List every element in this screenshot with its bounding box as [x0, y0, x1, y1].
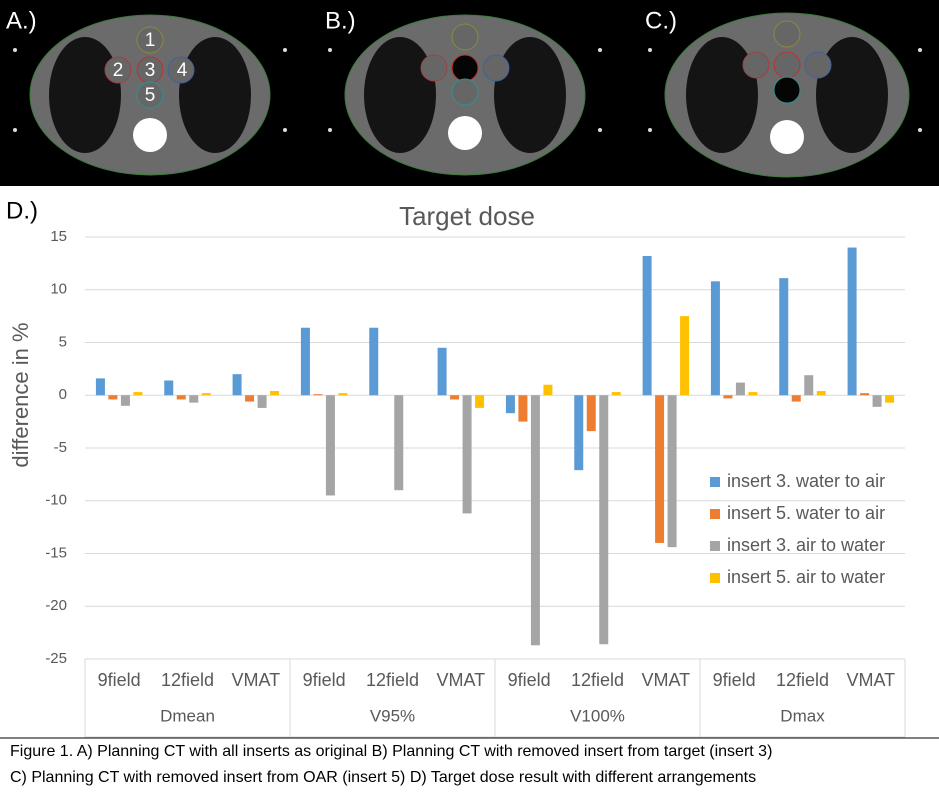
x-tick-label: 9field	[303, 670, 346, 690]
bar	[313, 394, 323, 396]
bar	[518, 395, 528, 422]
insert-label: 1	[145, 30, 156, 51]
x-tick-label: 12field	[161, 670, 214, 690]
insert-label: 2	[113, 60, 124, 81]
bar	[586, 395, 596, 432]
panel-label: B.)	[325, 7, 356, 34]
y-tick-label: 15	[50, 228, 67, 245]
bar	[176, 395, 186, 400]
bar	[748, 392, 758, 396]
y-tick-label: -20	[45, 597, 67, 614]
x-tick-label: VMAT	[231, 670, 280, 690]
x-tick-label: 9field	[713, 670, 756, 690]
y-tick-label: -25	[45, 650, 67, 667]
legend-swatch	[710, 477, 720, 487]
chart-title: Target dose	[399, 201, 535, 231]
bar	[860, 393, 870, 396]
bar	[189, 395, 199, 403]
bar	[611, 392, 621, 396]
bar	[872, 395, 882, 407]
bar	[735, 382, 745, 396]
x-tick-label: VMAT	[641, 670, 690, 690]
bar	[885, 395, 895, 403]
y-tick-label: 0	[59, 386, 67, 403]
bar	[642, 255, 652, 396]
bar	[95, 378, 105, 396]
legend-label: insert 3. water to air	[727, 471, 885, 491]
group-label: V100%	[570, 706, 625, 725]
bar	[505, 395, 515, 414]
bar	[655, 395, 665, 543]
y-tick-label: -10	[45, 492, 67, 509]
bar	[201, 393, 211, 396]
group-label: Dmax	[780, 706, 825, 725]
bar	[574, 395, 584, 471]
bar	[369, 327, 379, 396]
bar	[667, 395, 677, 548]
panel-label: A.)	[6, 7, 37, 34]
bar	[791, 395, 801, 402]
caption: C) Planning CT with removed insert from …	[10, 769, 756, 786]
legend-swatch	[710, 573, 720, 583]
bar	[847, 247, 857, 396]
bar	[804, 375, 814, 396]
bar	[599, 395, 609, 645]
bar	[164, 380, 174, 396]
bar	[475, 395, 485, 408]
bar	[543, 384, 553, 396]
bar	[710, 281, 720, 396]
x-tick-label: 9field	[508, 670, 551, 690]
bar	[245, 395, 255, 402]
legend-label: insert 3. air to water	[727, 535, 885, 555]
panel-label: C.)	[645, 7, 677, 34]
bar	[394, 395, 404, 491]
ct-images	[13, 12, 922, 178]
bar	[779, 278, 789, 396]
caption: Figure 1. A) Planning CT with all insert…	[10, 743, 772, 760]
x-tick-label: VMAT	[436, 670, 485, 690]
group-label: V95%	[370, 706, 415, 725]
legend-label: insert 5. water to air	[727, 503, 885, 523]
bar	[108, 395, 118, 400]
insert-label: 5	[145, 85, 156, 106]
bar	[450, 395, 460, 400]
bar	[120, 395, 130, 406]
bar	[723, 395, 733, 399]
bar	[270, 391, 280, 396]
bar	[680, 316, 690, 396]
x-tick-label: 12field	[776, 670, 829, 690]
bar	[232, 374, 242, 396]
legend-swatch	[710, 541, 720, 551]
bar	[257, 395, 267, 408]
x-tick-label: 12field	[366, 670, 419, 690]
panel-label: D.)	[6, 197, 38, 224]
bar	[437, 347, 447, 396]
y-tick-label: -5	[54, 439, 67, 456]
bar	[133, 392, 143, 396]
y-tick-label: 10	[50, 281, 67, 298]
bar	[300, 327, 310, 396]
x-tick-label: VMAT	[846, 670, 895, 690]
group-label: Dmean	[160, 706, 215, 725]
bar	[325, 395, 335, 496]
insert-label: 3	[145, 60, 156, 81]
y-tick-label: -15	[45, 544, 67, 561]
y-tick-label: 5	[59, 333, 67, 350]
insert-label: 4	[177, 60, 188, 81]
legend-label: insert 5. air to water	[727, 567, 885, 587]
x-tick-label: 12field	[571, 670, 624, 690]
x-tick-label: 9field	[98, 670, 141, 690]
bar	[462, 395, 472, 514]
bar	[816, 391, 826, 396]
bar	[338, 393, 348, 396]
legend-swatch	[710, 509, 720, 519]
y-axis-label: difference in %	[8, 322, 33, 467]
bar	[530, 395, 540, 646]
